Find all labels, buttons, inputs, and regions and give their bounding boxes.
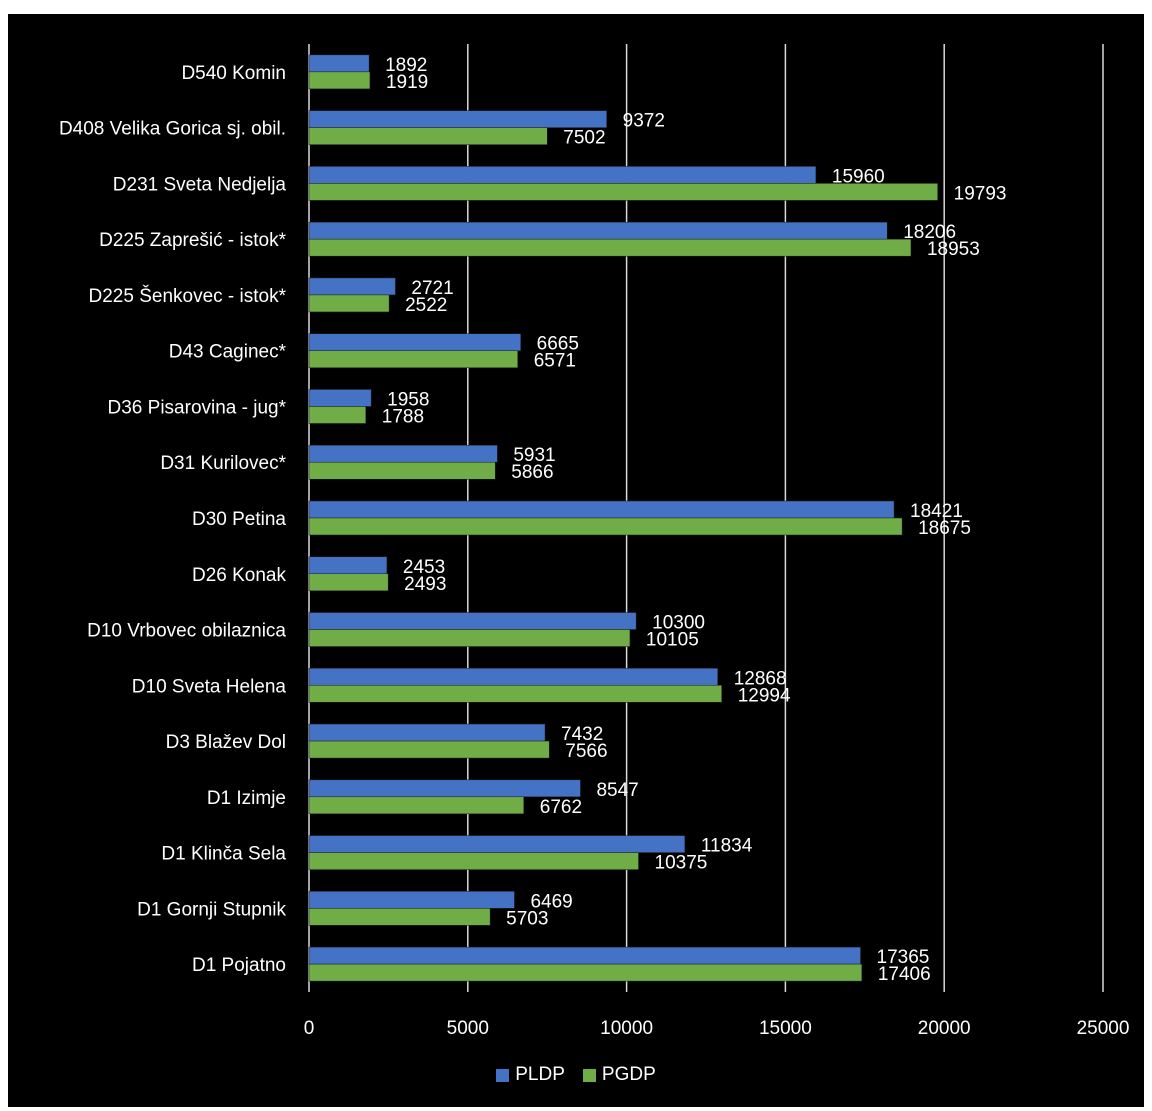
- data-label-pldp: 8547: [596, 780, 638, 801]
- data-label-pldp: 18206: [903, 222, 956, 243]
- category-label: D26 Konak: [192, 565, 287, 586]
- bar-pldp: [308, 835, 686, 853]
- bar-pldp: [308, 277, 396, 296]
- bar-pgdp: [308, 127, 548, 145]
- data-label-pgdp: 7502: [563, 128, 605, 149]
- bar-pldp: [308, 110, 607, 128]
- bar-pldp: [308, 500, 895, 519]
- category-label: D1 Pojatno: [192, 955, 286, 976]
- bar-pgdp: [308, 963, 863, 982]
- bar-pldp: [308, 723, 546, 742]
- bar-pgdp: [308, 517, 903, 536]
- x-tick-label: 25000: [1077, 1018, 1130, 1039]
- bar-pgdp: [308, 294, 390, 313]
- legend-item-pldp: PLDP: [496, 1064, 565, 1086]
- data-label-pgdp: 5866: [511, 462, 553, 483]
- category-label: D408 Velika Gorica sj. obil.: [59, 119, 286, 140]
- data-label-pldp: 6665: [537, 334, 579, 355]
- bar-pldp: [308, 389, 372, 407]
- category-label: D225 Zaprešić - istok*: [99, 230, 287, 251]
- legend-label-pldp: PLDP: [515, 1064, 565, 1085]
- x-tick-label: 5000: [447, 1018, 489, 1039]
- bar-pldp: [308, 221, 888, 240]
- data-label-pldp: 5931: [513, 445, 555, 466]
- bar-pgdp: [308, 573, 389, 592]
- x-tick-label: 0: [304, 1018, 315, 1039]
- category-label: D1 Izimje: [207, 788, 286, 809]
- data-label-pgdp: 5703: [506, 908, 548, 929]
- data-label-pgdp: 10375: [655, 853, 708, 874]
- category-label: D3 Blažev Dol: [166, 732, 286, 753]
- data-label-pgdp: 18953: [927, 239, 980, 260]
- data-label-pldp: 2453: [403, 557, 445, 578]
- data-label-pgdp: 1919: [386, 72, 428, 93]
- data-label-pldp: 6469: [530, 891, 572, 912]
- category-label: D10 Sveta Helena: [132, 676, 287, 697]
- category-label: D43 Caginec*: [169, 342, 287, 363]
- data-label-pldp: 7432: [561, 724, 603, 745]
- bar-pgdp: [308, 629, 631, 647]
- category-label: D1 Klinča Sela: [161, 844, 286, 865]
- data-label-pldp: 18421: [910, 501, 963, 522]
- legend-label-pgdp: PGDP: [601, 1064, 656, 1085]
- bar-pldp: [308, 891, 515, 909]
- bar-pldp: [308, 166, 817, 184]
- legend: PLDP PGDP: [0, 1064, 1152, 1086]
- data-label-pldp: 17365: [877, 947, 930, 968]
- data-label-pgdp: 6762: [540, 797, 582, 818]
- data-label-pgdp: 10105: [646, 630, 699, 651]
- bar-pldp: [308, 54, 370, 73]
- category-label: D36 Pisarovina - jug*: [108, 397, 287, 418]
- data-label-pldp: 15960: [832, 166, 885, 187]
- bar-pgdp: [308, 406, 367, 424]
- bar-pgdp: [308, 461, 496, 480]
- bar-pldp: [308, 668, 718, 686]
- data-label-pgdp: 2493: [404, 574, 446, 595]
- data-label-pldp: 2721: [411, 278, 453, 299]
- bar-pgdp: [308, 796, 525, 815]
- data-label-pldp: 11834: [701, 836, 753, 857]
- bar-pgdp: [308, 852, 639, 870]
- bar-pldp: [308, 556, 388, 575]
- category-label: D30 Petina: [192, 509, 286, 530]
- data-label-pgdp: 7566: [565, 741, 607, 762]
- category-label: D225 Šenkovec - istok*: [89, 285, 287, 307]
- data-label-pldp: 10300: [652, 613, 705, 634]
- category-label: D10 Vrbovec obilaznica: [87, 621, 286, 642]
- bar-pldp: [308, 333, 521, 351]
- data-label-pldp: 1958: [387, 389, 429, 410]
- bar-pgdp: [308, 71, 371, 90]
- legend-item-pgdp: PGDP: [582, 1064, 656, 1086]
- x-tick-label: 15000: [759, 1018, 812, 1039]
- data-label-pgdp: 1788: [382, 406, 424, 427]
- bar-pgdp: [308, 183, 938, 201]
- category-label: D540 Komin: [181, 63, 286, 84]
- legend-swatch-pgdp: [582, 1068, 596, 1082]
- category-label: D31 Kurilovec*: [160, 453, 286, 474]
- data-label-pldp: 1892: [385, 55, 427, 76]
- bar-pgdp: [308, 740, 550, 759]
- data-label-pgdp: 18675: [918, 518, 971, 539]
- legend-swatch-pldp: [496, 1068, 510, 1082]
- data-label-pldp: 12868: [734, 668, 787, 689]
- data-label-pgdp: 6571: [534, 351, 576, 372]
- data-label-pgdp: 19793: [954, 183, 1007, 204]
- bar-pldp: [308, 946, 861, 965]
- data-label-pgdp: 2522: [405, 295, 447, 316]
- data-label-pldp: 9372: [623, 111, 665, 132]
- data-label-pgdp: 12994: [738, 685, 791, 706]
- bar-pgdp: [308, 908, 491, 926]
- data-label-pgdp: 17406: [878, 964, 931, 985]
- category-label: D231 Sveta Nedjelja: [113, 174, 287, 195]
- x-tick-label: 10000: [600, 1018, 653, 1039]
- bar-pgdp: [308, 238, 912, 257]
- bar-pldp: [308, 612, 637, 630]
- bar-pgdp: [308, 350, 518, 368]
- category-label: D1 Gornji Stupnik: [137, 899, 286, 920]
- bar-pgdp: [308, 685, 722, 703]
- x-tick-label: 20000: [918, 1018, 971, 1039]
- bar-pldp: [308, 779, 581, 798]
- bar-pldp: [308, 444, 498, 463]
